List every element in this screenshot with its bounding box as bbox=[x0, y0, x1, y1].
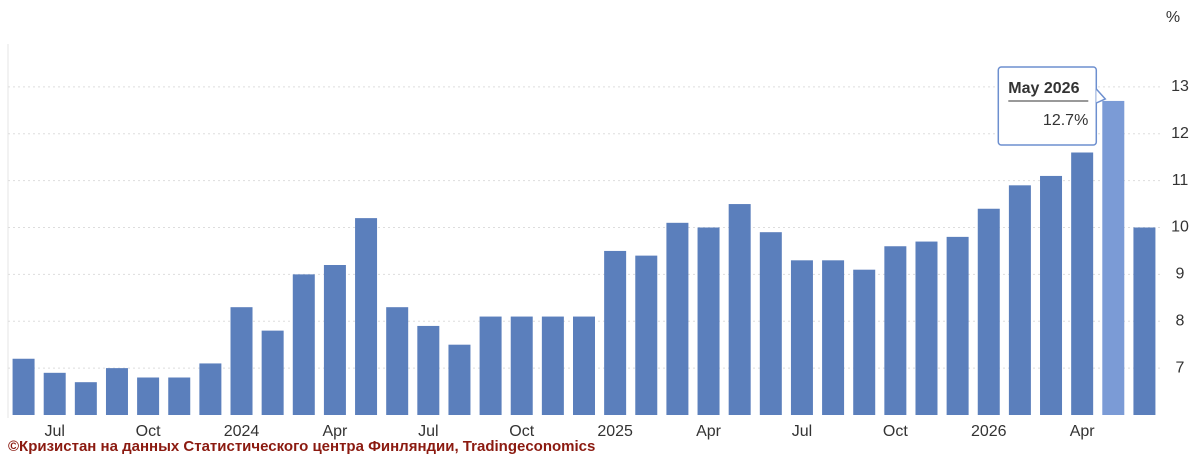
source: ©Кризистан на данных Статистического цен… bbox=[8, 438, 595, 455]
bar bbox=[137, 377, 160, 415]
x-tick-label: Apr bbox=[322, 423, 348, 440]
x-tick-label: Apr bbox=[1070, 423, 1096, 440]
bar bbox=[977, 208, 1000, 415]
bar bbox=[822, 260, 845, 415]
y-tick-label: 13 bbox=[1171, 78, 1189, 95]
x-tick-label: Apr bbox=[696, 423, 722, 440]
bar bbox=[199, 363, 222, 415]
bar bbox=[355, 218, 378, 415]
bar bbox=[479, 316, 502, 415]
bar bbox=[292, 274, 315, 415]
x-tick-label: 2026 bbox=[971, 423, 1007, 440]
bar bbox=[604, 250, 627, 415]
bar bbox=[1133, 227, 1156, 415]
bar bbox=[323, 265, 346, 415]
tooltip-value: 12.7% bbox=[1043, 112, 1088, 129]
x-tick-label: 2025 bbox=[597, 423, 633, 440]
tooltip-title: May 2026 bbox=[1008, 80, 1079, 97]
y-tick-label: 10 bbox=[1171, 219, 1189, 236]
bar bbox=[853, 269, 876, 415]
x-tick-label: Oct bbox=[136, 423, 161, 440]
x-tick-label: Oct bbox=[509, 423, 534, 440]
bar bbox=[697, 227, 720, 415]
y-tick-label: 8 bbox=[1176, 312, 1185, 329]
bar bbox=[74, 382, 97, 415]
x-tick-label: Jul bbox=[418, 423, 438, 440]
bar bbox=[1040, 175, 1063, 415]
bar bbox=[510, 316, 533, 415]
bar bbox=[728, 204, 751, 415]
bar bbox=[790, 260, 813, 415]
y-tick-label: 7 bbox=[1176, 359, 1185, 376]
tooltip-box bbox=[997, 66, 1098, 146]
bar bbox=[1071, 152, 1094, 415]
bar bbox=[884, 246, 907, 415]
bar bbox=[915, 241, 938, 415]
y-tick-label: 12 bbox=[1171, 125, 1189, 142]
x-tick-label: Jul bbox=[792, 423, 812, 440]
bar bbox=[666, 222, 689, 415]
x-tick-label: Jul bbox=[44, 423, 64, 440]
bar bbox=[573, 316, 595, 415]
bar bbox=[417, 325, 440, 415]
bar bbox=[386, 307, 409, 415]
x-tick-label: 2024 bbox=[224, 423, 260, 440]
bar bbox=[759, 232, 782, 415]
bar bbox=[105, 368, 128, 415]
bar bbox=[541, 316, 564, 415]
y-tick-label: 9 bbox=[1176, 266, 1185, 283]
bar bbox=[946, 236, 969, 415]
bar bbox=[168, 377, 191, 415]
bar bbox=[12, 358, 35, 415]
bar bbox=[230, 307, 253, 415]
tooltip-pointer bbox=[1095, 88, 1107, 104]
bar bbox=[261, 330, 284, 415]
bar bbox=[43, 372, 66, 415]
bar bbox=[1102, 100, 1125, 415]
unit-label: % bbox=[1166, 9, 1180, 26]
bar bbox=[448, 344, 471, 415]
y-tick-label: 11 bbox=[1172, 172, 1189, 189]
bar bbox=[1008, 185, 1031, 415]
bar bbox=[635, 255, 658, 415]
x-tick-label: Oct bbox=[883, 423, 908, 440]
